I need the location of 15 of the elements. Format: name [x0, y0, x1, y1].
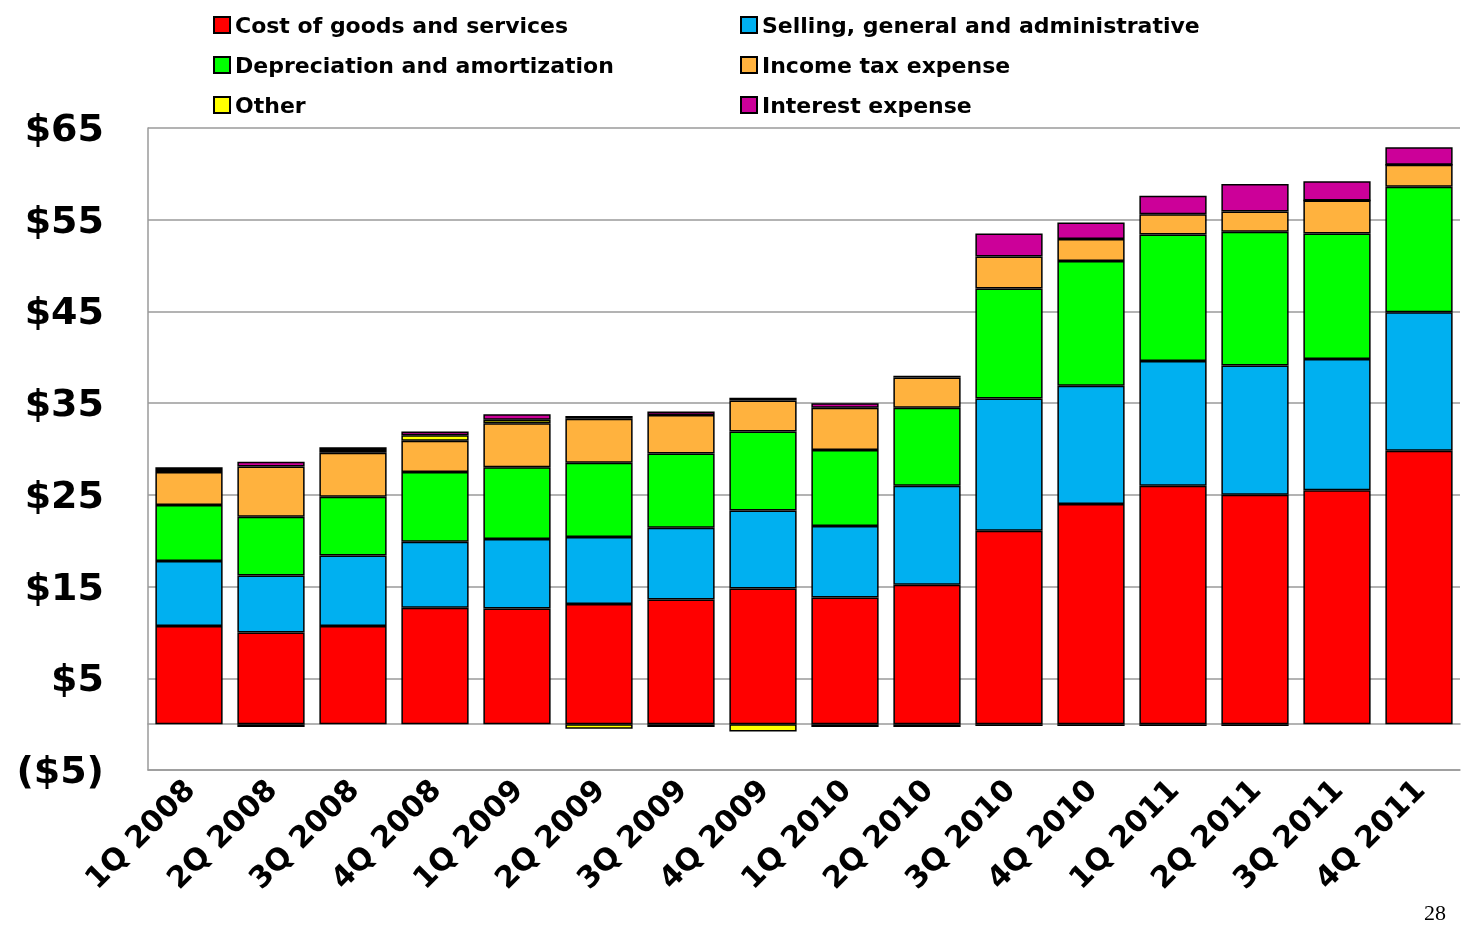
y-tick-label: $25 — [24, 472, 104, 517]
y-tick-label: $45 — [24, 289, 104, 334]
y-tick-label: ($5) — [16, 748, 104, 792]
legend-label: Depreciation and amortization — [235, 52, 614, 78]
text: 28 — [1424, 899, 1446, 925]
y-tick-label: $65 — [24, 106, 104, 150]
legend-label: Cost of goods and services — [235, 12, 569, 38]
y-tick-label: $35 — [24, 381, 104, 426]
y-tick-label: $15 — [24, 564, 104, 609]
legend-label: Interest expense — [762, 92, 972, 118]
y-tick-label: $55 — [24, 197, 104, 242]
legend-label: Selling, general and administrative — [762, 12, 1200, 38]
y-tick-label: $5 — [51, 656, 104, 701]
legend-label: Income tax expense — [762, 52, 1011, 78]
legend-label: Other — [235, 92, 306, 118]
